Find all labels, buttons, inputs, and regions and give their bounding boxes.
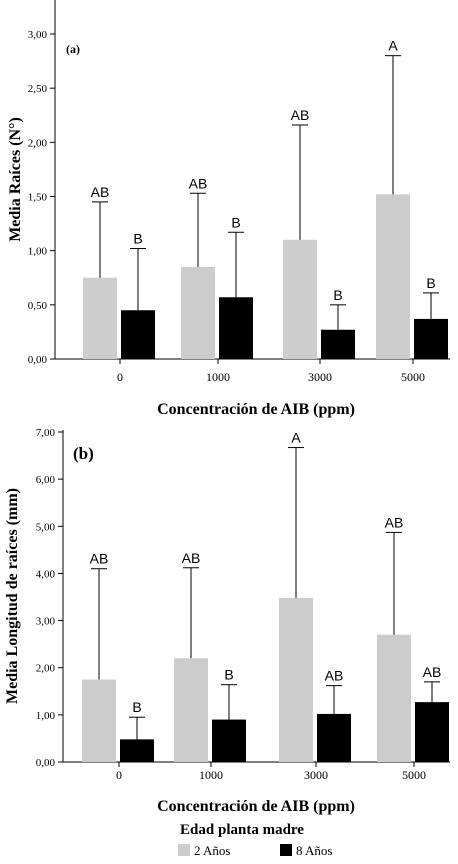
legend-swatch-age8 <box>280 844 292 856</box>
significance-letter-b: AB <box>182 550 201 566</box>
y-tick-label-b: 6,00 <box>36 474 56 486</box>
bar-a-age2 <box>376 194 410 359</box>
significance-letter-b: AB <box>325 668 344 684</box>
y-tick-label-b: 3,00 <box>36 616 56 628</box>
y-tick-label-b: 2,00 <box>36 663 56 675</box>
significance-letter-a: AB <box>91 184 110 200</box>
x-tick-label-a: 5000 <box>401 370 425 384</box>
bar-b-age8 <box>317 713 351 762</box>
y-tick-label-a: 0,00 <box>28 354 48 366</box>
significance-letter-b: A <box>291 430 301 446</box>
x-tick-label-a: 3000 <box>308 370 332 384</box>
x-tick-label-a: 0 <box>117 370 123 384</box>
significance-letter-b: B <box>224 667 233 683</box>
significance-letter-b: B <box>132 699 141 715</box>
y-axis-title-b: Media Longitud de raíces (mm) <box>4 488 21 704</box>
significance-letter-a: A <box>388 38 398 54</box>
y-tick-label-b: 5,00 <box>36 521 56 533</box>
bar-b-age2 <box>377 634 411 762</box>
bar-b-age8 <box>212 719 246 762</box>
x-tick-label-a: 1000 <box>206 370 230 384</box>
significance-letter-a: B <box>231 214 240 230</box>
y-tick-label-a: 0,50 <box>28 300 48 312</box>
bar-b-age2 <box>174 658 208 762</box>
bar-a-age8 <box>321 329 355 359</box>
bar-a-age2 <box>181 266 215 359</box>
bar-b-age2 <box>279 597 313 762</box>
x-tick-label-b: 3000 <box>304 768 328 782</box>
legend-label-age2: 2 Años <box>194 843 230 858</box>
significance-letter-b: AB <box>90 551 109 567</box>
significance-letter-a: B <box>133 231 142 247</box>
panel-label-b: (b) <box>73 444 94 463</box>
x-tick-label-b: 1000 <box>199 768 223 782</box>
legend-swatch-age2 <box>178 844 190 856</box>
y-axis-title-a: Media Raíces (N°) <box>7 117 24 242</box>
x-tick-label-b: 0 <box>116 768 122 782</box>
significance-letter-a: AB <box>189 175 208 191</box>
bar-a-age2 <box>283 239 317 359</box>
significance-letter-a: AB <box>291 107 310 123</box>
y-tick-label-b: 0,00 <box>36 757 56 769</box>
y-tick-label-b: 7,00 <box>36 427 56 439</box>
y-tick-label-a: 3,00 <box>28 29 48 41</box>
bar-a-age2 <box>83 277 117 359</box>
bar-b-age8 <box>120 739 154 762</box>
y-tick-label-a: 2,50 <box>28 83 48 95</box>
bar-a-age8 <box>414 318 448 359</box>
panel-label-a: (a) <box>66 42 80 56</box>
bar-b-age2 <box>82 679 116 762</box>
x-axis-title-a: Concentración de AIB (ppm) <box>157 401 355 418</box>
x-axis-title-b: Concentración de AIB (ppm) <box>157 798 355 815</box>
bar-b-age8 <box>415 702 449 762</box>
legend-title: Edad planta madre <box>180 822 304 838</box>
bar-a-age8 <box>219 297 253 359</box>
legend-label-age8: 8 Años <box>296 843 332 858</box>
y-tick-label-a: 1,50 <box>28 192 48 204</box>
significance-letter-a: B <box>333 287 342 303</box>
y-tick-label-b: 1,00 <box>36 710 56 722</box>
y-tick-label-a: 1,00 <box>28 246 48 258</box>
significance-letter-a: B <box>426 275 435 291</box>
significance-letter-b: AB <box>385 514 404 530</box>
x-tick-label-b: 5000 <box>402 768 426 782</box>
bar-a-age8 <box>121 310 155 359</box>
y-tick-label-b: 4,00 <box>36 568 56 580</box>
y-tick-label-a: 2,00 <box>28 137 48 149</box>
significance-letter-b: AB <box>423 664 442 680</box>
